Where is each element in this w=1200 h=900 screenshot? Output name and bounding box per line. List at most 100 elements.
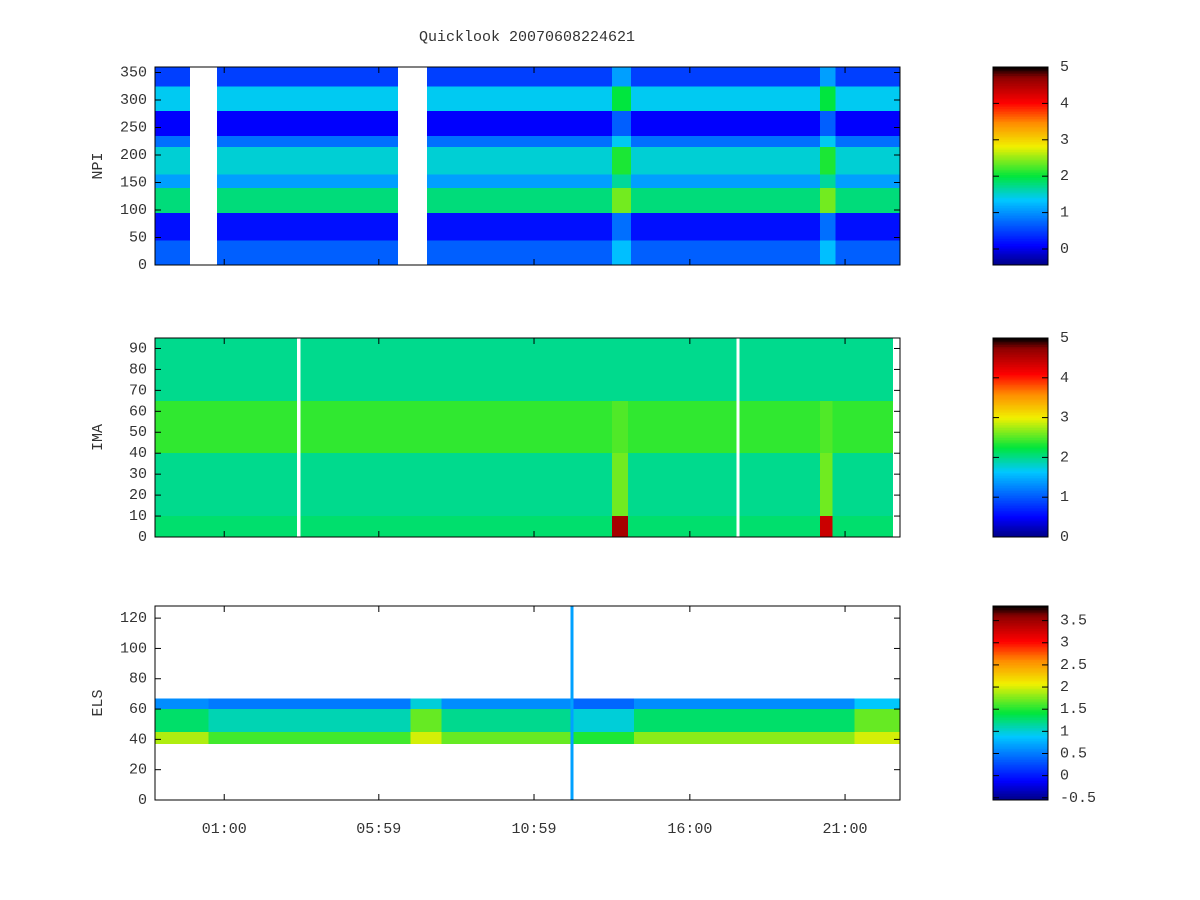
colorbar-segment	[993, 425, 1048, 429]
colorbar-segment	[993, 371, 1048, 374]
colorbar-segment	[993, 352, 1048, 356]
heatmap-cell	[820, 516, 833, 537]
colorbar-segment	[993, 169, 1048, 172]
heatmap-cell	[155, 86, 191, 111]
colorbar-segment	[993, 245, 1048, 248]
colorbar-segment	[993, 533, 1048, 536]
heatmap-cell	[832, 516, 894, 537]
colorbar-segment	[993, 114, 1048, 118]
colorbar-segment	[993, 361, 1048, 364]
colorbar-segment	[993, 93, 1048, 96]
colorbar-tick-label: 1.5	[1060, 701, 1087, 718]
colorbar-segment	[993, 185, 1048, 189]
colorbar-segment	[993, 730, 1048, 733]
colorbar-segment	[993, 677, 1048, 680]
colorbar-segment	[993, 220, 1048, 223]
colorbar-segment	[993, 751, 1048, 754]
colorbar-segment	[993, 223, 1048, 226]
heatmap-cell	[627, 400, 737, 454]
colorbar-segment	[993, 782, 1048, 785]
colorbar-segment	[993, 672, 1048, 675]
heatmap-cell	[426, 111, 613, 136]
colorbar-segment	[993, 422, 1048, 425]
colorbar-segment	[993, 207, 1048, 210]
colorbar-segment	[993, 78, 1048, 81]
colorbar-tick-label: 0	[1060, 241, 1069, 258]
heatmap-cell	[570, 606, 574, 699]
y-tick-label: 10	[129, 508, 147, 525]
colorbar-segment	[993, 717, 1048, 720]
colorbar-segment	[993, 90, 1048, 93]
colorbar-segment	[993, 144, 1048, 147]
colorbar-segment	[993, 339, 1048, 342]
heatmap-cell	[612, 516, 628, 537]
heatmap-cell	[155, 146, 191, 175]
colorbar-segment	[993, 777, 1048, 780]
colorbar-segment	[993, 769, 1048, 772]
colorbar-segment	[993, 472, 1048, 475]
colorbar-segment	[993, 227, 1048, 230]
heatmap-cell	[630, 240, 821, 265]
colorbar-tick-label: 1	[1060, 489, 1069, 506]
colorbar-segment	[993, 71, 1048, 75]
colorbar-segment	[993, 349, 1048, 352]
colorbar-segment	[993, 134, 1048, 137]
colorbar-segment	[993, 704, 1048, 707]
heatmap-cell	[630, 174, 821, 188]
colorbar-segment	[993, 70, 1048, 73]
heatmap-cell	[217, 188, 399, 213]
colorbar-segment	[993, 487, 1048, 490]
colorbar-segment	[993, 405, 1048, 409]
colorbar-segment	[993, 146, 1048, 149]
colorbar-segment	[993, 394, 1048, 397]
y-tick-label: 50	[129, 424, 147, 441]
colorbar-segment	[993, 434, 1048, 437]
heatmap-cell	[208, 709, 411, 732]
y-tick-label: 50	[129, 229, 147, 246]
colorbar-segment	[993, 513, 1048, 517]
colorbar-segment	[993, 113, 1048, 116]
colorbar-segment	[993, 429, 1048, 432]
colorbar-segment	[993, 374, 1048, 377]
colorbar-segment	[993, 452, 1048, 455]
y-tick-label: 350	[120, 64, 147, 81]
colorbar-segment	[993, 680, 1048, 683]
colorbar-segment	[993, 515, 1048, 518]
plot-frame	[154, 66, 901, 266]
heatmap-cell	[630, 146, 821, 175]
colorbar-segment	[993, 732, 1048, 735]
heatmap-cell	[630, 86, 821, 111]
colorbar-segment	[993, 462, 1048, 465]
colorbar-segment	[993, 759, 1048, 762]
colorbar-segment	[993, 246, 1048, 250]
colorbar-segment	[993, 467, 1048, 470]
heatmap-cell	[426, 67, 613, 87]
colorbar-segment	[993, 625, 1048, 628]
heatmap-cell	[820, 188, 836, 213]
colorbar-segment	[993, 389, 1048, 392]
heatmap-cell	[630, 135, 821, 147]
colorbar-segment	[993, 164, 1048, 167]
colorbar-segment	[993, 520, 1048, 523]
colorbar-segment	[993, 149, 1048, 152]
colorbar-segment	[993, 736, 1048, 740]
colorbar-segment	[993, 200, 1048, 203]
colorbar-segment	[993, 243, 1048, 246]
colorbar-segment	[993, 81, 1048, 85]
colorbar-segment	[993, 180, 1048, 184]
colorbar-segment	[993, 670, 1048, 673]
heatmap-cell	[627, 453, 737, 517]
heatmap-cell	[155, 338, 298, 401]
heatmap-cell	[155, 212, 191, 241]
colorbar-segment	[993, 612, 1048, 615]
heatmap-cell	[820, 338, 833, 401]
heatmap-cell	[570, 743, 574, 800]
colorbar-segment	[993, 159, 1048, 162]
colorbar-segment	[993, 369, 1048, 372]
colorbar-segment	[993, 743, 1048, 746]
colorbar-segment	[993, 683, 1048, 686]
colorbar-segment	[993, 189, 1048, 192]
colorbar-segment	[993, 357, 1048, 361]
colorbar-segment	[993, 157, 1048, 160]
colorbar-segment	[993, 412, 1048, 415]
